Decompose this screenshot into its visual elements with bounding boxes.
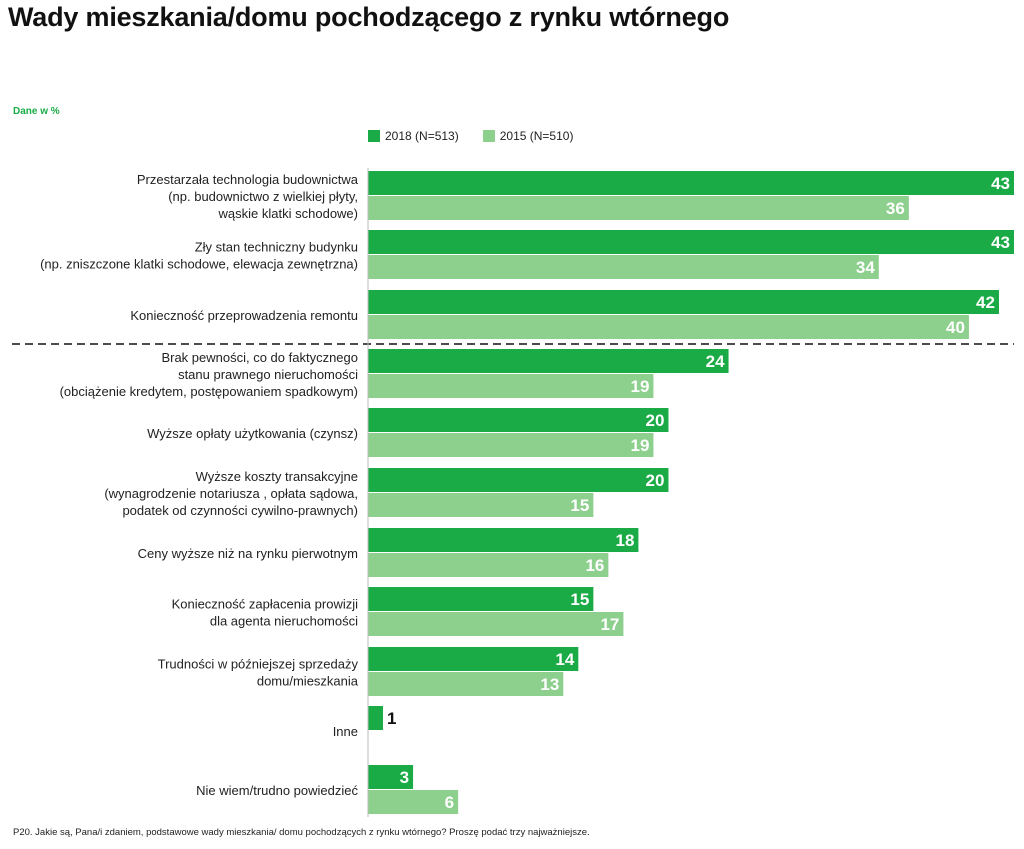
bar-2018: [368, 349, 729, 373]
category-label: Brak pewności, co do faktycznego: [161, 350, 358, 365]
data-label-2015: 15: [570, 496, 589, 515]
legend-swatch-2018: [368, 130, 380, 142]
category-label: Wyższe opłaty użytkowania (czynsz): [147, 426, 358, 441]
data-label-2015: 40: [946, 318, 965, 337]
category-label: domu/mieszkania: [257, 674, 359, 689]
bar-2018: [368, 706, 384, 730]
data-label-2018: 1: [387, 709, 396, 728]
category-label: stanu prawnego nieruchomości: [178, 367, 358, 382]
bar-2015: [368, 672, 564, 696]
category-label: Nie wiem/trudno powiedzieć: [196, 783, 358, 798]
data-label-2018: 24: [706, 352, 725, 371]
data-label-2015: 6: [445, 793, 454, 812]
data-label-2015: 36: [886, 199, 905, 218]
bar-2015: [368, 790, 459, 814]
bar-2018: [368, 647, 579, 671]
data-label-2015: 19: [631, 377, 650, 396]
category-label: (np. budownictwo z wielkiej płyty,: [168, 189, 358, 204]
legend: 2018 (N=513) 2015 (N=510): [368, 129, 597, 143]
category-label: podatek od czynności cywilno-prawnych): [122, 503, 358, 518]
data-label-2018: 3: [400, 768, 409, 787]
data-label-2018: 20: [646, 471, 665, 490]
bar-2018: [368, 230, 1014, 254]
bar-2015: [368, 196, 909, 220]
footnote: P20. Jakie są, Pana/i zdaniem, podstawow…: [13, 827, 590, 838]
bar-2015: [368, 493, 594, 517]
legend-label-2015: 2015 (N=510): [499, 129, 574, 143]
chart-title: Wady mieszkania/domu pochodzącego z rynk…: [8, 2, 730, 32]
legend-label-2018: 2018 (N=513): [385, 129, 459, 143]
data-label-2018: 15: [570, 590, 589, 609]
data-label-2015: 34: [856, 258, 875, 277]
bar-2018: [368, 408, 669, 432]
category-label: Inne: [333, 724, 358, 739]
bar-2018: [368, 468, 669, 492]
category-label: Trudności w późniejszej sprzedaży: [158, 657, 359, 672]
bar-2015: [368, 255, 879, 279]
category-label: wąskie klatki schodowe): [218, 206, 358, 221]
data-label-2018: 43: [991, 233, 1010, 252]
data-label-2018: 43: [991, 174, 1010, 193]
bar-2018: [368, 171, 1014, 195]
bar-2015: [368, 612, 624, 636]
legend-item-2018: 2018 (N=513): [368, 129, 459, 143]
bar-2015: [368, 374, 654, 398]
bar-2018: [368, 587, 594, 611]
category-label: Konieczność przeprowadzenia remontu: [130, 308, 358, 323]
data-label-2018: 14: [555, 650, 574, 669]
data-label-2018: 20: [646, 411, 665, 430]
category-label: Ceny wyższe niż na rynku pierwotnym: [138, 546, 358, 561]
unit-note: Dane w %: [13, 106, 60, 117]
data-label-2015: 13: [540, 675, 559, 694]
data-label-2015: 16: [585, 556, 604, 575]
category-label: Wyższe koszty transakcyjne: [196, 469, 358, 484]
category-label: (wynagrodzenie notariusza , opłata sądow…: [104, 486, 358, 501]
data-label-2015: 19: [631, 436, 650, 455]
data-label-2018: 18: [615, 531, 634, 550]
category-label: (np. zniszczone klatki schodowe, elewacj…: [40, 257, 358, 272]
category-label: Przestarzała technologia budownictwa: [137, 172, 359, 187]
data-label-2018: 42: [976, 293, 995, 312]
bar-2015: [368, 553, 609, 577]
bar-2018: [368, 765, 414, 789]
bar-2015: [368, 433, 654, 457]
legend-item-2015: 2015 (N=510): [482, 129, 574, 143]
category-label: dla agenta nieruchomości: [210, 614, 358, 629]
category-label: (obciążenie kredytem, postępowaniem spad…: [60, 384, 358, 399]
bar-2015: [368, 315, 969, 339]
category-label: Zły stan techniczny budynku: [195, 240, 358, 255]
legend-swatch-2015: [482, 130, 495, 142]
category-label: Konieczność zapłacenia prowizji: [172, 597, 359, 612]
bar-2018: [368, 290, 999, 314]
data-label-2015: 17: [600, 615, 619, 634]
bar-2018: [368, 528, 639, 552]
